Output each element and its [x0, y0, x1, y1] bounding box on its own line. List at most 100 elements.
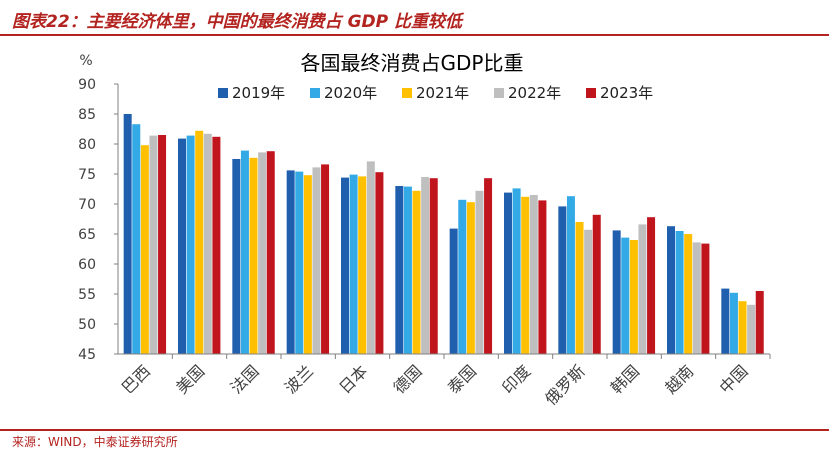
bar: [240, 150, 249, 354]
bar: [612, 230, 621, 354]
bar: [341, 177, 349, 354]
figure-header: 图表22：主要经济体里，中国的最终消费占 GDP 比重较低: [0, 0, 829, 34]
bar: [186, 135, 195, 354]
chart-title: 各国最终消费占GDP比重: [301, 51, 524, 75]
x-category-label: 波兰: [281, 361, 317, 397]
bar: [286, 170, 295, 354]
bar: [158, 135, 167, 354]
bar: [403, 186, 412, 354]
bar: [558, 206, 567, 354]
bar: [538, 200, 547, 354]
y-tick-label: 75: [78, 167, 96, 183]
figure-title: 图表22：主要经济体里，中国的最终消费占 GDP 比重较低: [12, 12, 463, 32]
legend: 2019年 2020年 2021年 2022年 2023年: [218, 84, 653, 102]
x-category-label: 巴西: [118, 361, 154, 397]
bar: [521, 196, 530, 354]
y-axis: 45 50 55 60 65 70 75 80 85 90: [78, 77, 119, 363]
bar: [729, 292, 738, 354]
bar: [667, 226, 675, 354]
y-axis-unit: %: [79, 53, 92, 69]
x-category-label: 韩国: [607, 361, 643, 397]
x-category-label: 德国: [390, 361, 426, 397]
y-tick-label: 65: [78, 227, 96, 243]
x-category-label: 日本: [335, 361, 371, 397]
bar: [149, 135, 158, 354]
x-category-label: 印度: [498, 361, 534, 397]
bar: [684, 234, 693, 354]
bar: [621, 237, 630, 354]
bar: [701, 243, 710, 354]
bar: [303, 175, 312, 354]
x-category-label: 泰国: [444, 361, 480, 397]
y-tick-label: 85: [78, 107, 96, 123]
bar: [349, 174, 358, 354]
legend-swatch: [218, 88, 228, 98]
bar: [295, 171, 304, 354]
bar: [638, 224, 647, 354]
legend-label: 2021年: [416, 84, 469, 102]
bar: [747, 304, 756, 354]
header-rule: [0, 34, 829, 36]
y-tick-label: 60: [78, 257, 96, 273]
bar: [675, 231, 684, 354]
legend-label: 2023年: [600, 84, 653, 102]
y-tick-label: 80: [78, 137, 96, 153]
bar: [592, 214, 601, 354]
bar: [566, 196, 575, 354]
legend-swatch: [586, 88, 596, 98]
y-tick-label: 55: [78, 287, 96, 303]
bar: [258, 152, 267, 354]
bar: [647, 217, 656, 354]
legend-label: 2019年: [232, 84, 285, 102]
bar: [721, 288, 730, 354]
bar: [178, 138, 186, 354]
x-category-label: 美国: [172, 361, 208, 397]
bar: [266, 151, 275, 354]
bar: [575, 222, 584, 354]
bar: [512, 188, 521, 354]
source-note: 来源：WIND，中泰证券研究所: [12, 435, 178, 449]
bar: [249, 157, 258, 354]
x-category-label: 中国: [716, 361, 752, 397]
bar: [692, 242, 701, 354]
bar: [755, 291, 764, 354]
x-category-label: 俄罗斯: [541, 361, 588, 408]
bar: [629, 240, 638, 354]
bar: [203, 133, 212, 354]
bar: [366, 161, 375, 354]
bar: [529, 195, 538, 354]
bar: [232, 159, 241, 354]
legend-label: 2020年: [324, 84, 377, 102]
x-category-label: 越南: [661, 361, 697, 397]
bar: [132, 124, 141, 354]
bar: [504, 192, 512, 354]
bar: [358, 176, 367, 354]
bar: [412, 190, 421, 354]
bar: [123, 114, 132, 354]
y-tick-label: 90: [78, 77, 96, 93]
x-category-label: 法国: [227, 361, 263, 397]
bar: [140, 145, 149, 354]
bar-series: [123, 114, 764, 354]
bar: [584, 229, 593, 354]
bar: [475, 190, 484, 354]
legend-swatch: [310, 88, 320, 98]
bar: [375, 172, 384, 354]
footer-rule: [0, 429, 829, 431]
bar: [312, 167, 321, 354]
legend-label: 2022年: [508, 84, 561, 102]
bar: [458, 199, 467, 354]
bar: [395, 186, 404, 354]
legend-swatch: [402, 88, 412, 98]
y-tick-label: 45: [78, 347, 96, 363]
bar: [321, 164, 330, 354]
bar: [466, 202, 475, 354]
bar: [421, 177, 430, 354]
bar: [195, 130, 204, 354]
bar: [212, 136, 221, 354]
bar: [429, 178, 438, 354]
bar: [738, 301, 747, 354]
x-axis: 巴西 美国 法国 波兰 日本 德国 泰国 印度 俄罗斯 韩国 越南 中国: [118, 353, 771, 409]
y-tick-label: 50: [78, 317, 96, 333]
